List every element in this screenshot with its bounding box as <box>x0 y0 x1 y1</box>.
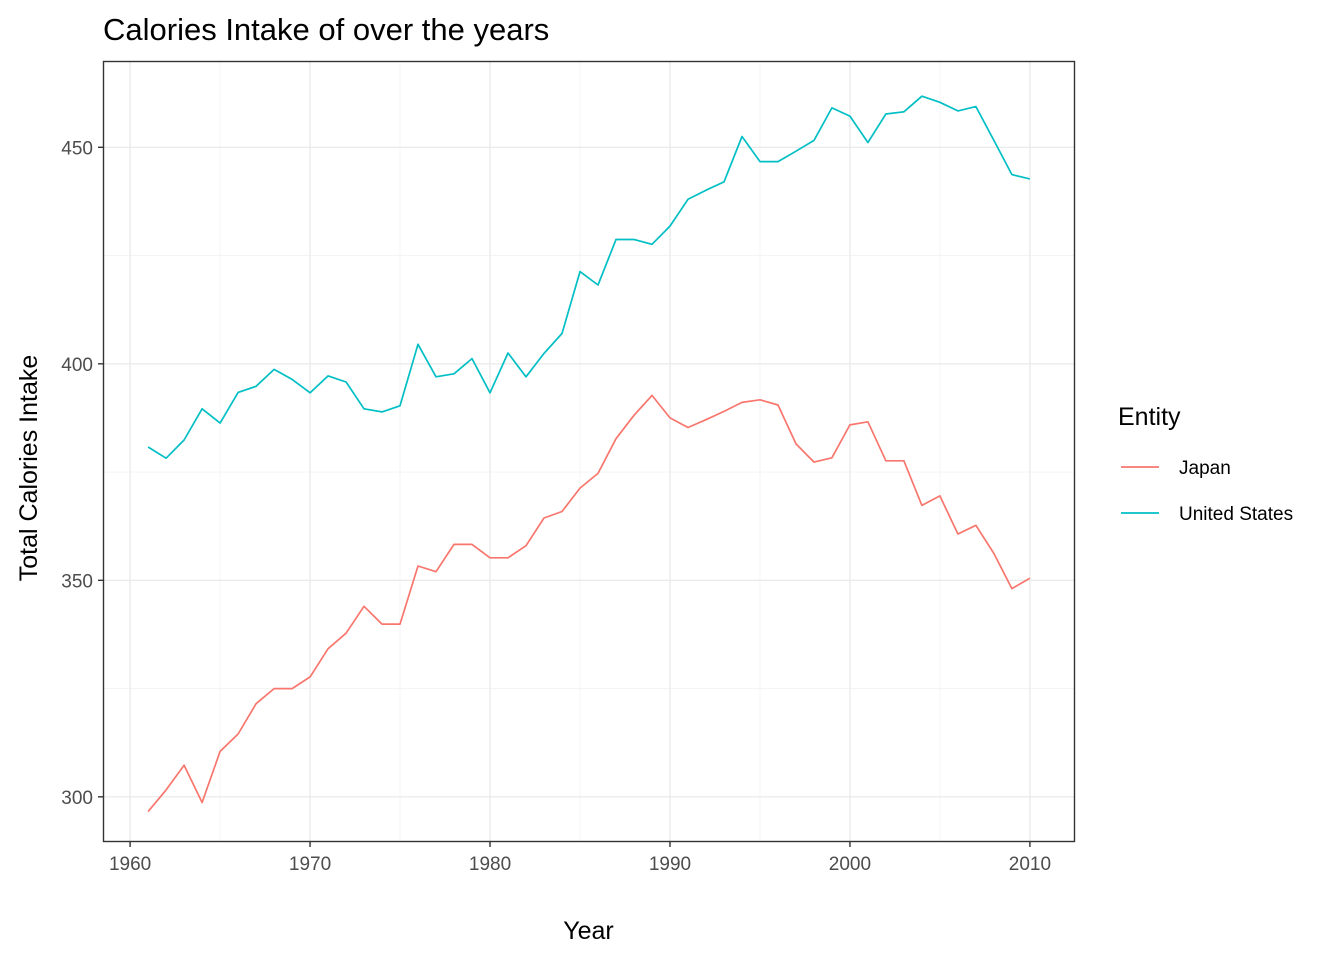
minor-gridlines <box>104 62 1074 841</box>
major-gridlines <box>104 62 1074 841</box>
x-tick-label: 1960 <box>109 854 151 875</box>
y-tick-label: 400 <box>61 355 93 376</box>
x-tick-label: 2000 <box>829 854 871 875</box>
x-tick-label: 1990 <box>649 854 691 875</box>
y-axis: 300 350 400 450 <box>61 138 104 809</box>
y-tick-label: 300 <box>61 788 93 809</box>
y-tick-label: 450 <box>61 138 93 159</box>
series-line-united-states <box>147 95 1031 460</box>
chart-title: Calories Intake of over the years <box>103 12 549 47</box>
x-tick-label: 2010 <box>1009 854 1051 875</box>
legend-label-united-states: United States <box>1179 504 1293 525</box>
legend: Entity Japan United States <box>1118 403 1293 525</box>
legend-title: Entity <box>1118 403 1181 431</box>
panel-border <box>102 60 1076 843</box>
x-tick-label: 1980 <box>469 854 511 875</box>
series-lines <box>147 95 1031 813</box>
y-axis-title: Total Calories Intake <box>15 355 43 582</box>
y-tick-label: 350 <box>61 571 93 592</box>
legend-label-japan: Japan <box>1179 458 1231 479</box>
series-line-japan <box>147 394 1031 813</box>
x-axis: 1960 1970 1980 1990 2000 2010 <box>109 841 1051 875</box>
x-axis-title: Year <box>563 917 614 945</box>
x-tick-label: 1970 <box>289 854 331 875</box>
